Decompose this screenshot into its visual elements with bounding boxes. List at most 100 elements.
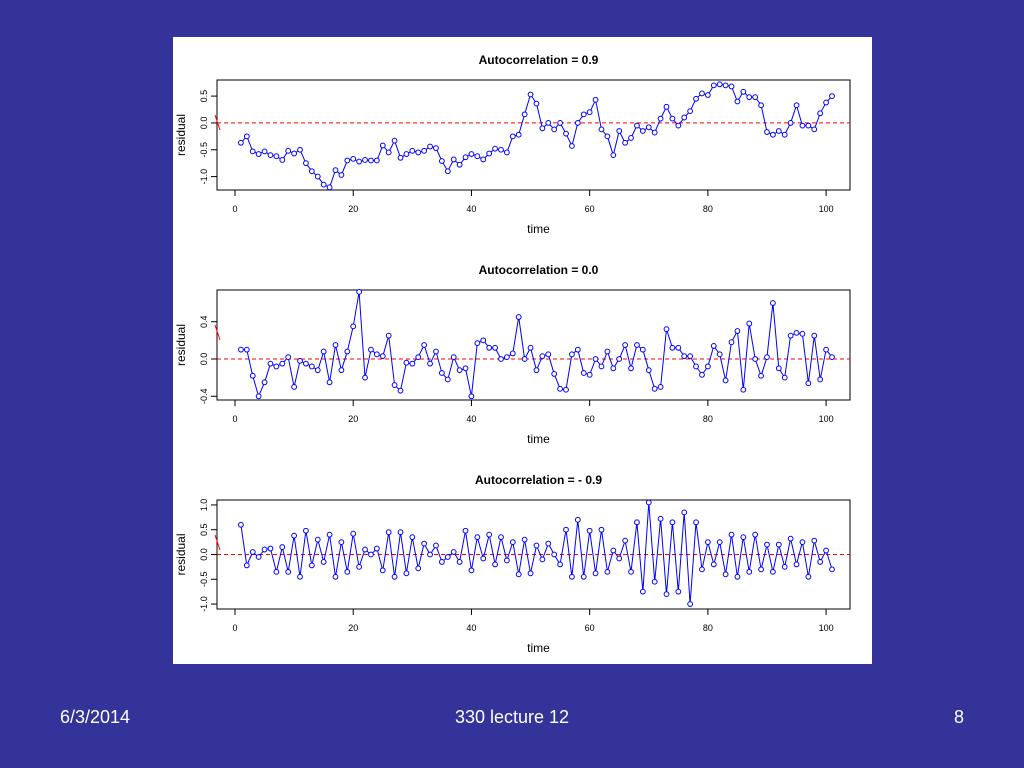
data-point — [675, 122, 682, 129]
data-point — [385, 529, 392, 536]
data-point — [681, 353, 688, 360]
chart-title: Autocorrelation = 0.0 — [479, 263, 599, 277]
plot-frame — [216, 289, 851, 401]
data-point — [314, 173, 321, 180]
data-point — [710, 82, 717, 89]
data-point — [746, 568, 753, 575]
figure-panel: Autocorrelation = 0.9 0 20 40 60 80 100 time -1.… — [173, 37, 872, 664]
data-point — [699, 90, 705, 97]
data-point — [468, 393, 475, 400]
data-point — [533, 367, 540, 374]
data-point — [379, 142, 386, 149]
data-point — [438, 158, 445, 164]
data-point — [308, 562, 315, 569]
data-point — [805, 380, 812, 387]
plot-frame — [216, 79, 851, 191]
data-point — [775, 541, 782, 548]
x-axis-label: time — [527, 222, 550, 236]
data-point — [285, 147, 292, 154]
chart-panel-1: Autocorrelation = 0.9 0 20 40 60 80 100 time -1.… — [174, 53, 851, 236]
data-point — [320, 181, 327, 188]
data-point — [492, 344, 498, 351]
data-point — [675, 344, 682, 351]
data-point — [314, 367, 321, 374]
data-point — [297, 357, 303, 364]
data-point — [297, 146, 303, 153]
data-point — [787, 535, 794, 542]
data-point — [344, 348, 351, 355]
data-point — [793, 561, 800, 568]
data-point — [604, 568, 611, 575]
data-point — [634, 122, 640, 129]
data-point — [409, 147, 416, 154]
data-point — [320, 348, 327, 355]
data-point — [527, 344, 534, 351]
data-point — [681, 509, 688, 516]
data-point — [645, 124, 652, 131]
y-tick-label: 0.4 — [199, 315, 209, 328]
data-point — [255, 554, 262, 560]
data-point — [427, 143, 433, 150]
data-point — [610, 547, 617, 554]
data-point — [829, 93, 835, 99]
data-point — [421, 540, 428, 547]
footer-title: 330 lecture 12 — [454, 707, 570, 727]
data-point — [261, 379, 268, 386]
data-point — [769, 131, 776, 138]
data-point — [450, 549, 457, 555]
data-point — [823, 99, 829, 106]
data-point — [515, 571, 522, 578]
data-point — [645, 367, 652, 374]
data-point — [764, 354, 770, 361]
data-point — [403, 570, 410, 577]
data-point — [799, 122, 806, 129]
data-point — [267, 152, 274, 159]
data-point — [829, 354, 835, 361]
data-point — [521, 356, 528, 362]
data-point — [569, 351, 575, 358]
data-point — [752, 356, 759, 362]
y-axis-label: residual — [174, 114, 188, 156]
data-point — [740, 534, 747, 541]
data-point — [291, 150, 298, 157]
data-point — [586, 109, 593, 116]
data-point — [308, 363, 315, 370]
data-point — [545, 120, 552, 126]
data-point — [474, 534, 481, 541]
data-point — [456, 367, 463, 374]
data-point — [681, 114, 688, 121]
data-point — [415, 149, 422, 156]
data-point — [781, 563, 788, 570]
data-point — [539, 556, 546, 563]
y-tick-label: -0.4 — [199, 389, 209, 405]
x-tick-label: 100 — [819, 414, 834, 424]
data-point — [639, 128, 646, 134]
data-point — [793, 329, 800, 336]
data-point — [498, 356, 504, 362]
data-point — [539, 353, 546, 360]
data-point — [385, 149, 392, 156]
data-point — [716, 539, 723, 546]
data-point — [604, 348, 611, 355]
data-point — [628, 568, 634, 575]
data-point — [255, 151, 262, 157]
data-point — [486, 531, 493, 538]
data-point — [586, 371, 593, 378]
x-axis-label: time — [527, 432, 550, 446]
data-point — [752, 94, 759, 101]
data-point — [557, 385, 563, 392]
data-point — [362, 546, 368, 553]
data-point — [368, 157, 374, 164]
edge-mark — [214, 534, 221, 551]
data-point — [669, 519, 676, 526]
x-tick-label: 0 — [232, 623, 237, 633]
data-point — [326, 184, 333, 191]
data-point — [332, 573, 339, 580]
data-point — [586, 527, 593, 534]
data-point — [663, 591, 670, 598]
data-point — [379, 567, 386, 574]
data-point — [533, 100, 540, 107]
data-point — [817, 376, 824, 383]
data-point — [693, 363, 699, 370]
data-point — [350, 530, 357, 537]
